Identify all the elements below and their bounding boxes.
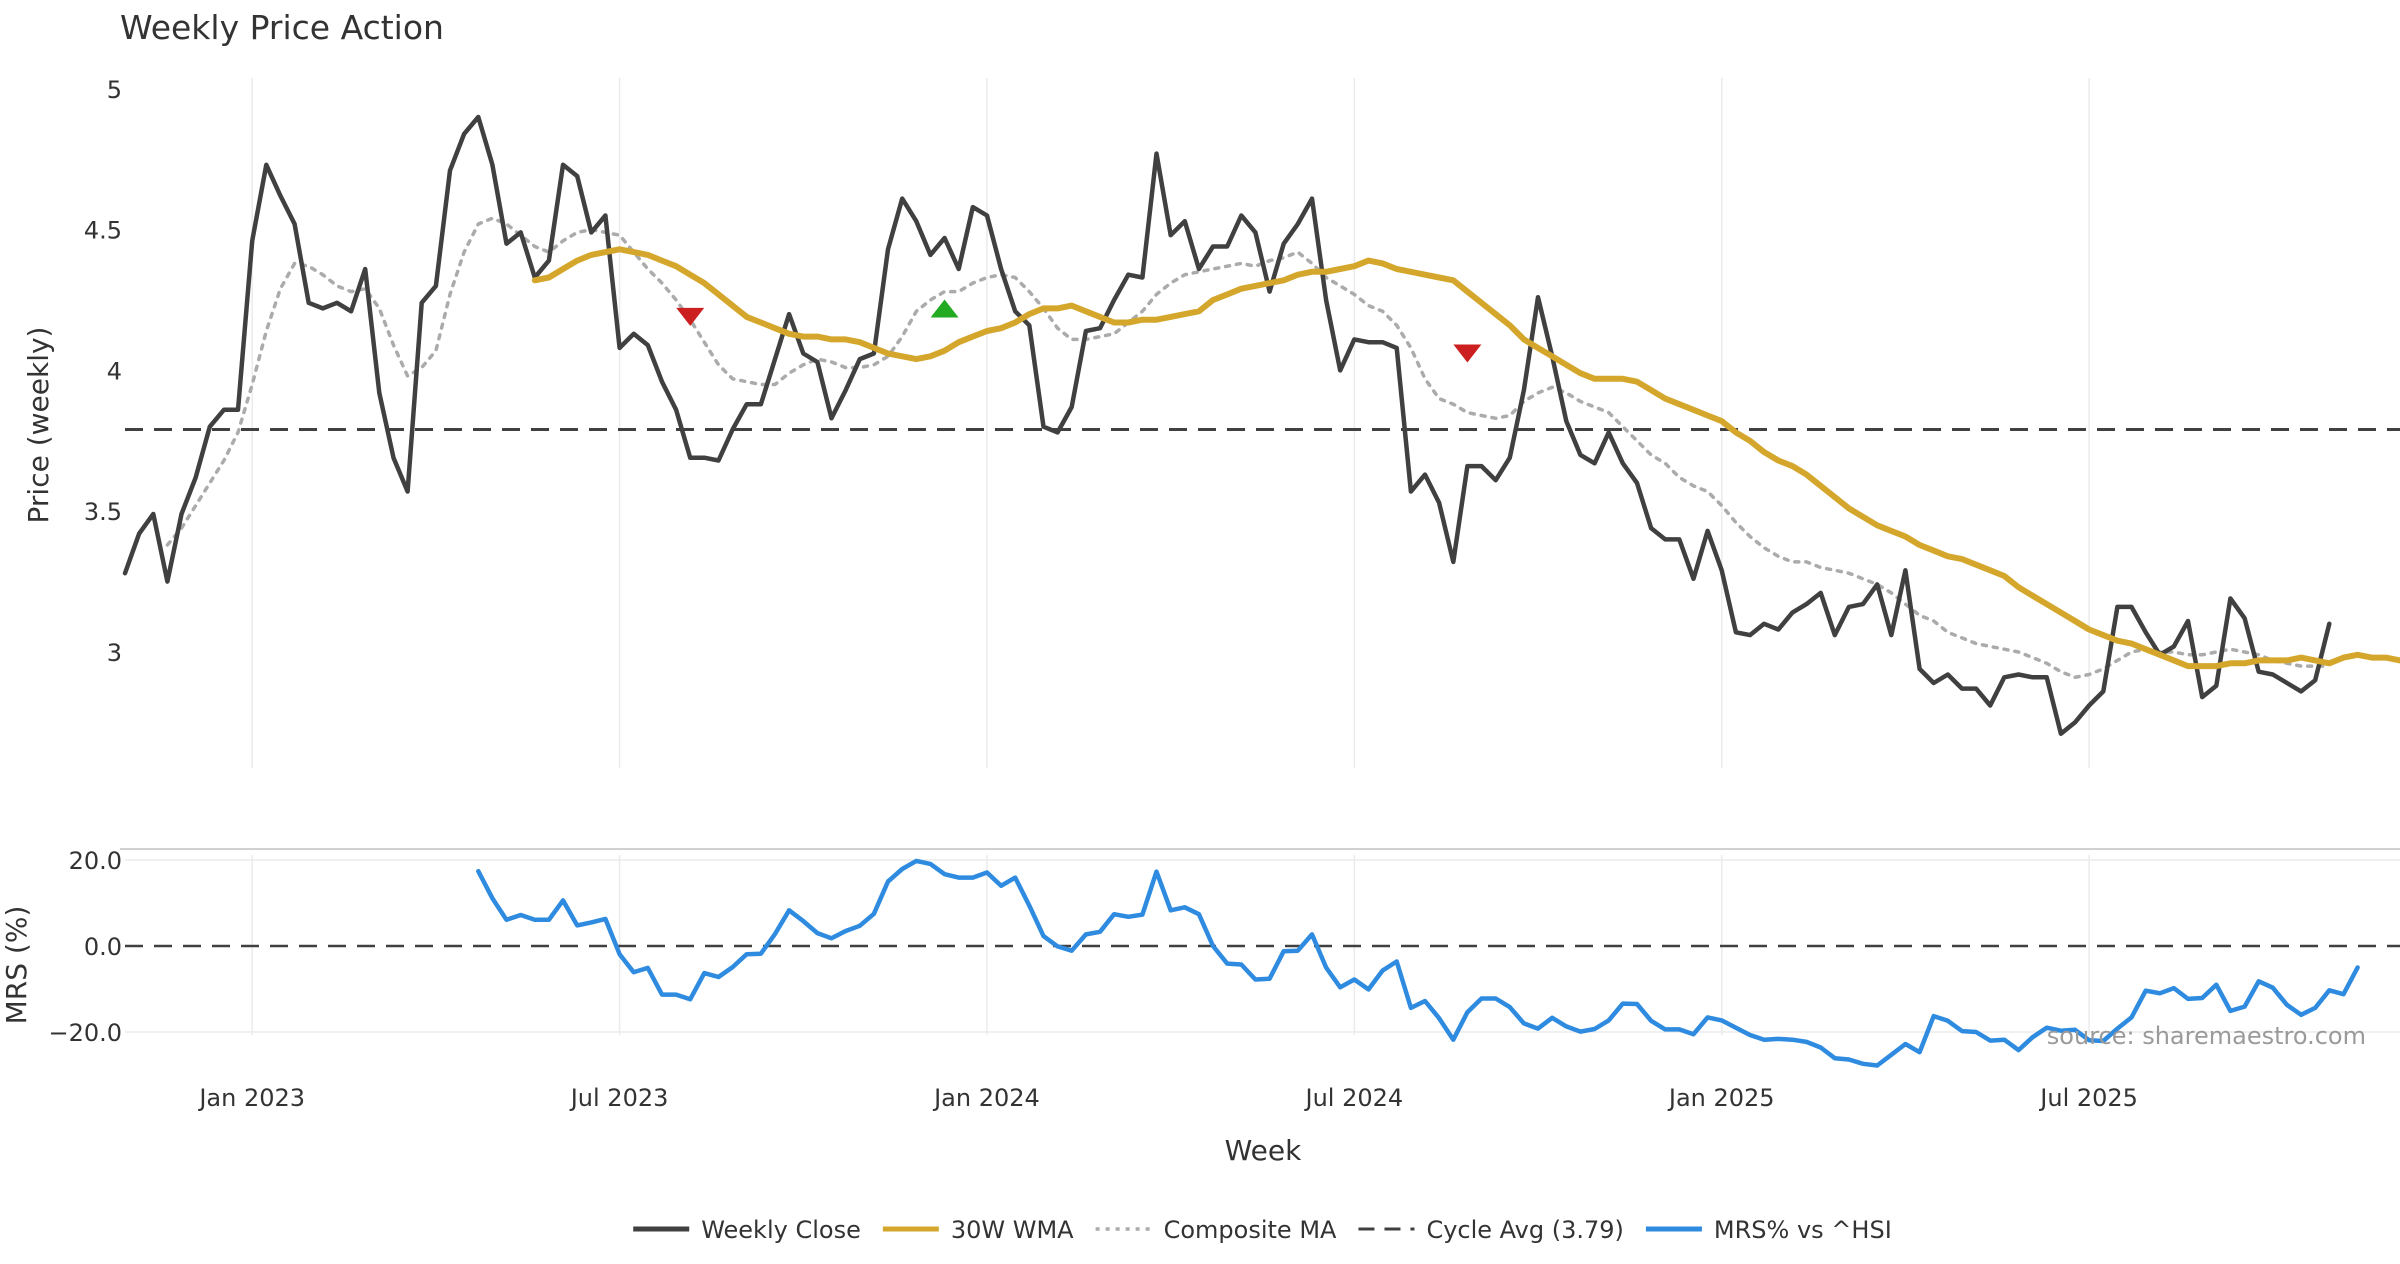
price-gridlines xyxy=(251,78,2090,768)
legend-label: 30W WMA xyxy=(951,1216,1074,1244)
weekly-close-series-line xyxy=(122,114,2332,736)
legend-item-mrs-vs-hsi: MRS% vs ^HSI xyxy=(1645,1216,1892,1244)
mrs-y-ticks: −20.0 0.0 20.0 xyxy=(48,847,122,1047)
signal-markers xyxy=(676,299,1482,363)
price-y-tick-label: 4.5 xyxy=(84,217,122,245)
x-tick-label: Jan 2024 xyxy=(932,1084,1040,1112)
legend-item-cycle-avg-3-79: Cycle Avg (3.79) xyxy=(1358,1216,1624,1244)
x-tick-label: Jul 2025 xyxy=(2038,1084,2138,1112)
price-y-axis-title: Price (weekly) xyxy=(22,327,55,524)
x-tick-label: Jul 2023 xyxy=(569,1084,669,1112)
sell-signal-marker xyxy=(1453,344,1482,363)
mrs-y-axis-title: MRS (%) xyxy=(0,906,33,1025)
legend-label: Composite MA xyxy=(1164,1216,1337,1244)
price-series-group xyxy=(122,114,2400,736)
x-axis-title: Week xyxy=(1225,1134,1302,1167)
legend-item-composite-ma: Composite MA xyxy=(1095,1216,1337,1244)
legend-label: MRS% vs ^HSI xyxy=(1714,1216,1892,1244)
x-tick-label: Jul 2024 xyxy=(1304,1084,1404,1112)
legend-label: Weekly Close xyxy=(701,1216,861,1244)
mrs-vs-hsi-series-line xyxy=(476,858,2360,1068)
mrs-y-tick-label: 0.0 xyxy=(84,933,122,961)
price-panel: 3 3.5 4 4.5 5 Price (weekly) xyxy=(22,76,2400,768)
price-y-tick-label: 3.5 xyxy=(84,498,122,526)
price-y-tick-label: 5 xyxy=(107,76,122,104)
legend: Weekly Close 30W WMA Composite MA Cycle Avg… xyxy=(633,1216,1892,1244)
price-y-ticks: 3 3.5 4 4.5 5 xyxy=(84,76,122,667)
legend-label: Cycle Avg (3.79) xyxy=(1426,1216,1623,1244)
source-watermark: source: sharemaestro.com xyxy=(2047,1022,2366,1050)
mrs-panel: −20.0 0.0 20.0 source: sharemaestro.com MR… xyxy=(0,847,2400,1068)
buy-signal-marker xyxy=(930,299,959,318)
mrs-y-tick-label: 20.0 xyxy=(69,847,122,875)
composite-ma-series-line xyxy=(165,216,2332,680)
legend-item-weekly-close: Weekly Close xyxy=(633,1216,861,1244)
x-tick-label: Jan 2025 xyxy=(1667,1084,1775,1112)
mrs-y-tick-label: −20.0 xyxy=(48,1019,122,1047)
chart-title: Weekly Price Action xyxy=(120,8,444,47)
30w-wma-series-line xyxy=(531,246,2400,670)
x-tick-label: Jan 2023 xyxy=(197,1084,305,1112)
mrs-gridlines xyxy=(125,855,2400,1035)
legend-item-30w-wma: 30W WMA xyxy=(882,1216,1074,1244)
price-y-tick-label: 3 xyxy=(107,639,122,667)
sell-signal-marker xyxy=(676,307,705,326)
price-y-tick-label: 4 xyxy=(107,357,122,385)
mrs-series-group xyxy=(476,858,2360,1068)
x-axis-ticks: Jan 2023 Jul 2023 Jan 2024 Jul 2024 Jan 2025… xyxy=(197,1084,2138,1112)
